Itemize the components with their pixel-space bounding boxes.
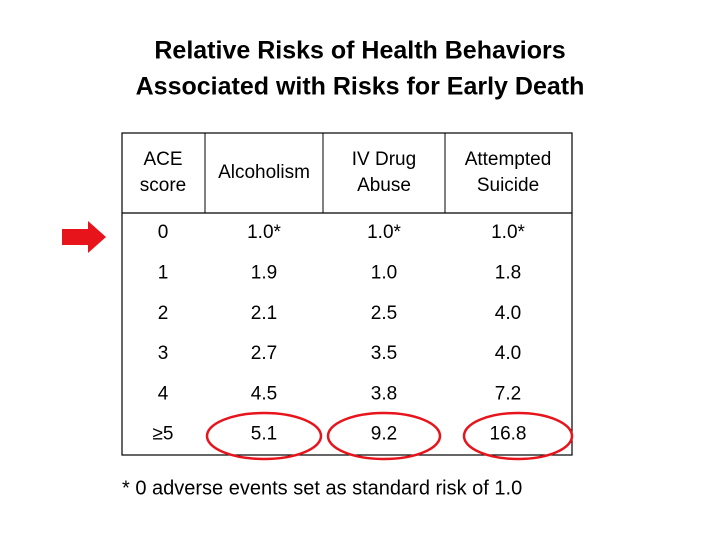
table-cell: 2.1: [251, 303, 277, 324]
table-cell: 2.7: [251, 343, 277, 364]
table-cell: 16.8: [490, 424, 527, 445]
table-cell: 4.0: [495, 343, 521, 364]
title-line: Associated with Risks for Early Death: [136, 73, 585, 101]
footnote: * 0 adverse events set as standard risk …: [122, 477, 522, 499]
highlight-circle: [462, 411, 574, 461]
table-cell: 1.0*: [367, 222, 401, 243]
header-cell: Attempted: [465, 149, 552, 170]
table-cell: 2: [158, 303, 169, 324]
table-cell: 1: [158, 262, 169, 283]
header-cell: IV Drug: [352, 149, 416, 170]
title-line: Relative Risks of Health Behaviors: [154, 37, 565, 65]
table-cell: 2.5: [371, 303, 397, 324]
table-cell: 3.5: [371, 343, 397, 364]
table-cell: ≥5: [153, 424, 174, 445]
table-cell: 1.0: [371, 262, 397, 283]
header-cell: ACE: [143, 149, 182, 170]
table-cell: 3.8: [371, 383, 397, 404]
highlight-circle: [326, 411, 442, 461]
table: [121, 132, 573, 456]
table-cell: 1.0*: [247, 222, 281, 243]
table-cell: 7.2: [495, 383, 521, 404]
table-cell: 1.8: [495, 262, 521, 283]
table-cell: 3: [158, 343, 169, 364]
table-cell: 0: [158, 222, 169, 243]
header-cell: Abuse: [357, 175, 411, 196]
table-cell: 4: [158, 383, 169, 404]
table-border: [121, 132, 573, 456]
header-cell: Alcoholism: [218, 162, 310, 183]
header-cell: Suicide: [477, 175, 539, 196]
table-cell: 5.1: [251, 424, 277, 445]
table-cell: 9.2: [371, 424, 397, 445]
table-cell: 4.5: [251, 383, 277, 404]
table-cell: 1.0*: [491, 222, 525, 243]
arrow: [62, 221, 106, 253]
table-cell: 4.0: [495, 303, 521, 324]
header-cell: score: [140, 175, 186, 196]
highlight-circle: [205, 411, 323, 461]
table-cell: 1.9: [251, 262, 277, 283]
